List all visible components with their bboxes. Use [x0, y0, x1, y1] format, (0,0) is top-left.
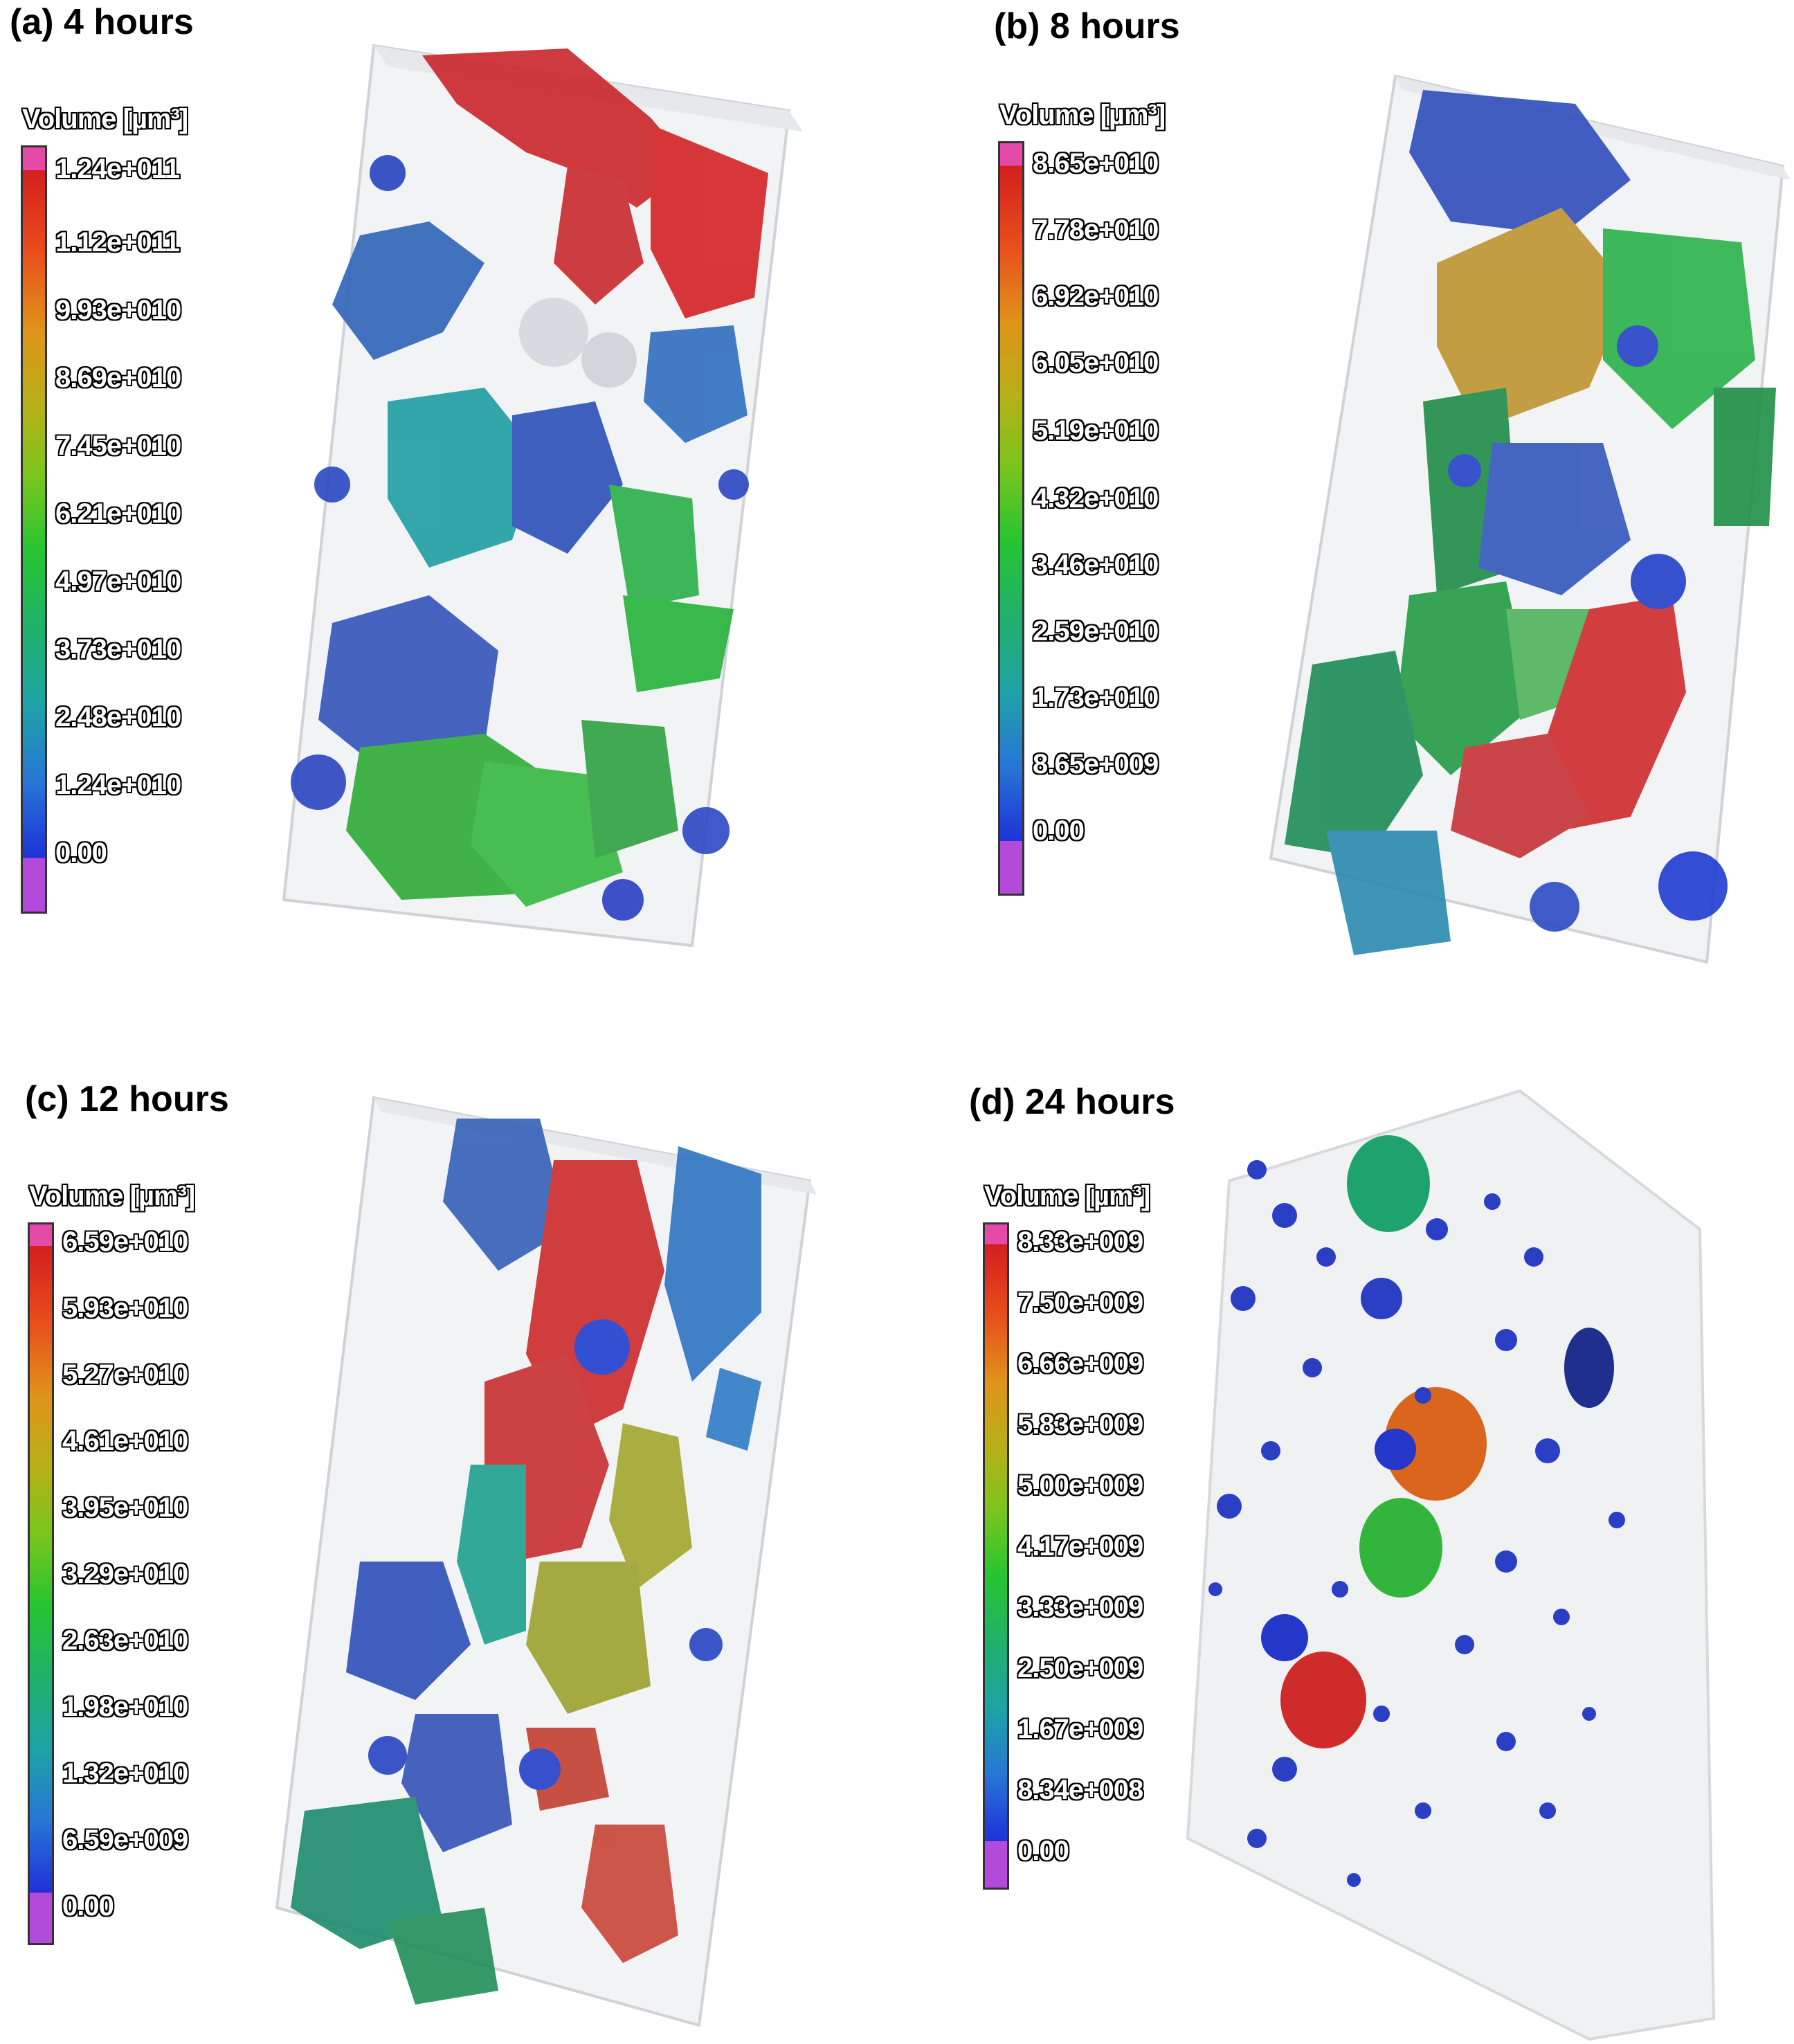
panel-24-hours: (d) 24 hours Volume [µm³] 8.33e+009 7.50…: [897, 1022, 1794, 2043]
tick-label: 0.00: [62, 1891, 114, 1921]
tick-label: 6.92e+010: [1033, 281, 1159, 311]
tick-label: 5.93e+010: [62, 1293, 188, 1323]
tick-label: 8.33e+009: [1017, 1227, 1143, 1257]
tick-label: 7.50e+009: [1017, 1287, 1143, 1318]
tick-label: 6.59e+010: [62, 1227, 188, 1257]
legend-title: Volume [µm³]: [999, 100, 1166, 130]
tick-label: 0.00: [1033, 815, 1085, 846]
tick-label: 3.29e+010: [62, 1559, 188, 1589]
tick-label: 5.27e+010: [62, 1359, 188, 1390]
legend-title: Volume [µm³]: [29, 1181, 195, 1211]
tick-label: 3.73e+010: [55, 634, 181, 664]
panel-8-hours: (b) 8 hours Volume [µm³] 8.65e+010 7.78e…: [897, 0, 1794, 1022]
tick-label: 4.61e+010: [62, 1426, 188, 1456]
volume-render-4h: [282, 44, 803, 948]
tick-label: 3.46e+010: [1033, 550, 1159, 580]
tick-label: 6.59e+009: [62, 1825, 188, 1855]
panel-caption: (b) 8 hours: [994, 6, 1180, 46]
volume-render-12h: [275, 1096, 817, 2027]
tick-label: 4.17e+009: [1017, 1531, 1143, 1562]
tick-label: 5.19e+010: [1033, 415, 1159, 446]
legend-title: Volume [µm³]: [22, 104, 188, 134]
colorbar: [28, 1222, 54, 1945]
tick-label: 4.97e+010: [55, 566, 181, 597]
tick-label: 3.33e+009: [1017, 1592, 1143, 1622]
tick-label: 2.59e+010: [1033, 616, 1159, 646]
tick-label: 2.63e+010: [62, 1625, 188, 1656]
tick-label: 2.50e+009: [1017, 1653, 1143, 1683]
tick-label: 1.24e+011: [55, 154, 180, 184]
tick-label: 1.67e+009: [1017, 1714, 1143, 1744]
volume-render-24h: [1186, 1089, 1716, 2041]
tick-label: 1.12e+011: [55, 227, 180, 257]
tick-label: 6.66e+009: [1017, 1348, 1143, 1379]
colorbar: [998, 141, 1024, 896]
tick-label: 1.73e+010: [1033, 682, 1159, 713]
tick-label: 1.24e+010: [55, 770, 181, 800]
tick-label: 6.21e+010: [55, 498, 181, 529]
panel-4-hours: (a) 4 hours Volume [µm³] 1.24e+011 1.12e…: [0, 0, 897, 1022]
panel-caption: (d) 24 hours: [969, 1082, 1175, 1122]
tick-label: 5.83e+009: [1017, 1409, 1143, 1440]
tick-label: 8.65e+010: [1033, 148, 1159, 179]
tick-label: 0.00: [1017, 1836, 1069, 1866]
panel-caption: (c) 12 hours: [25, 1079, 229, 1119]
tick-label: 8.65e+009: [1033, 749, 1159, 779]
tick-label: 1.32e+010: [62, 1758, 188, 1789]
panel-12-hours: (c) 12 hours Volume [µm³] 6.59e+010 5.93…: [0, 1022, 897, 2043]
tick-label: 0.00: [55, 838, 107, 868]
tick-label: 5.00e+009: [1017, 1470, 1143, 1501]
tick-label: 3.95e+010: [62, 1492, 188, 1523]
panel-caption: (a) 4 hours: [10, 2, 194, 42]
legend-title: Volume [µm³]: [984, 1181, 1150, 1211]
tick-label: 7.78e+010: [1033, 215, 1159, 245]
tick-label: 2.48e+010: [55, 702, 181, 732]
tick-label: 6.05e+010: [1033, 347, 1159, 378]
tick-label: 9.93e+010: [55, 295, 181, 325]
volume-render-8h: [1269, 74, 1790, 964]
colorbar: [21, 145, 47, 914]
tick-label: 8.34e+008: [1017, 1775, 1143, 1805]
tick-label: 7.45e+010: [55, 431, 181, 461]
colorbar: [983, 1222, 1009, 1890]
tick-label: 8.69e+010: [55, 363, 181, 393]
tick-label: 1.98e+010: [62, 1692, 188, 1722]
tick-label: 4.32e+010: [1033, 483, 1159, 514]
